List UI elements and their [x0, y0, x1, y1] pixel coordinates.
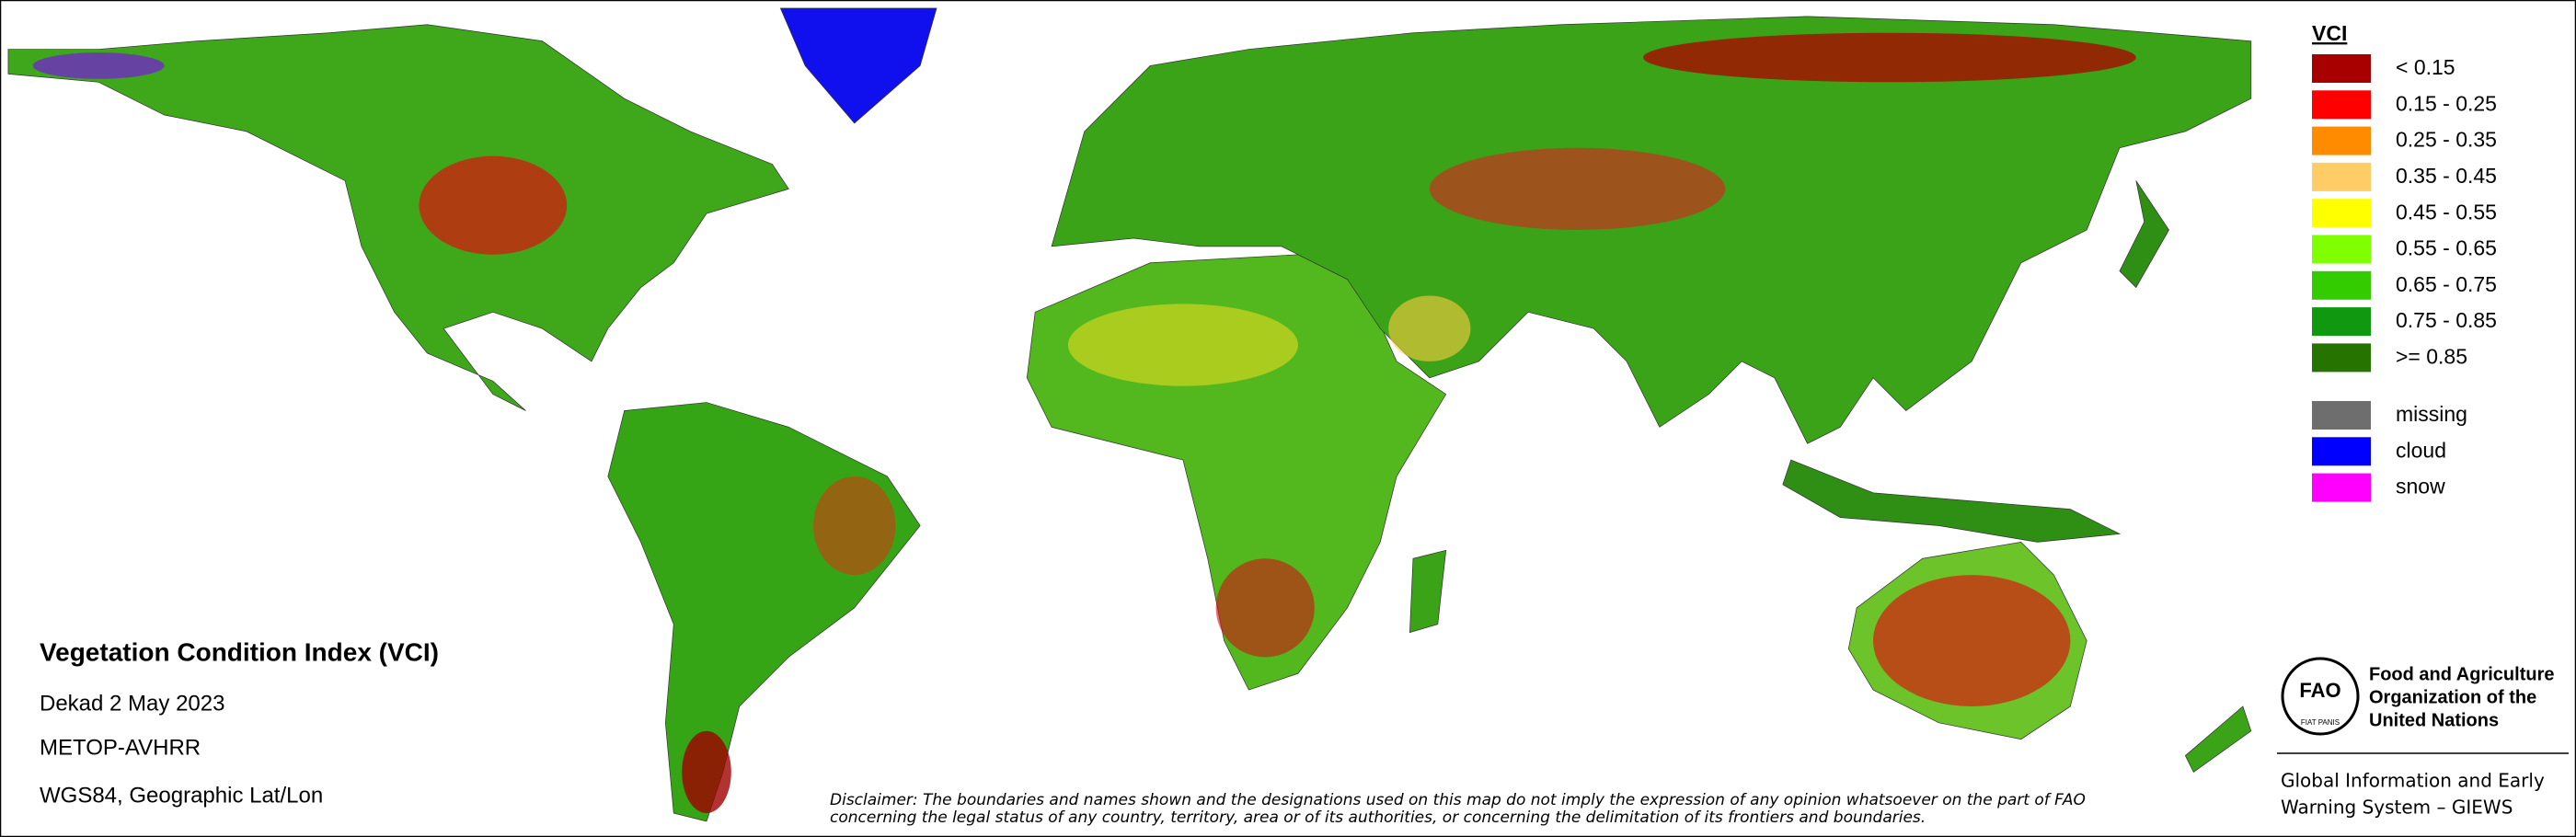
org-name: Organization of the — [2369, 687, 2536, 707]
logo-mark: FAO — [2299, 679, 2340, 702]
greenland — [779, 7, 937, 124]
legend-swatch — [2312, 401, 2371, 430]
logo-motto: FIAT PANIS — [2301, 718, 2340, 727]
madagascar — [1409, 549, 1447, 634]
legend-label: < 0.15 — [2396, 55, 2455, 79]
legend-swatch — [2312, 270, 2371, 300]
legend-swatch — [2312, 90, 2371, 120]
legend-swatch — [2312, 235, 2371, 264]
info-block: Vegetation Condition Index (VCI) Dekad 2… — [40, 637, 439, 808]
system-name: Global Information and Early — [2281, 770, 2545, 792]
legend-swatch — [2312, 473, 2371, 502]
logo-ring — [2281, 657, 2360, 736]
world-map — [7, 7, 2252, 822]
legend-label: 0.35 - 0.45 — [2396, 164, 2497, 188]
legend-label: 0.55 - 0.65 — [2396, 236, 2497, 260]
info-line: METOP-AVHRR — [40, 735, 201, 760]
disclaimer: Disclaimer: The boundaries and names sho… — [830, 791, 2086, 809]
legend-label: 0.15 - 0.25 — [2396, 91, 2497, 115]
patch — [1643, 32, 2136, 83]
legend-swatch — [2312, 54, 2371, 83]
org-name: Food and Agriculture — [2369, 664, 2554, 684]
patch — [1873, 575, 2071, 706]
legend-swatch — [2312, 437, 2371, 466]
org-name: United Nations — [2369, 710, 2499, 730]
legend-label: snow — [2396, 475, 2445, 499]
system-name: Warning System – GIEWS — [2281, 797, 2513, 819]
japan — [2119, 180, 2169, 289]
legend-label: missing — [2396, 402, 2467, 426]
north-america — [7, 24, 789, 411]
legend-label: 0.25 - 0.35 — [2396, 128, 2497, 152]
patch — [419, 155, 568, 255]
legend-title: VCI — [2312, 21, 2347, 45]
patch — [1388, 295, 1471, 361]
patch — [32, 52, 165, 79]
legend-label: 0.45 - 0.55 — [2396, 200, 2497, 224]
fao-logo: FAO FIAT PANIS Food and Agriculture Orga… — [2277, 657, 2569, 819]
legend-label: cloud — [2396, 438, 2446, 462]
patch — [1429, 147, 1726, 231]
indonesia — [1782, 459, 2122, 543]
drought-patches — [32, 32, 2136, 814]
patch — [682, 730, 731, 814]
legend-swatch — [2312, 126, 2371, 155]
info-line: WGS84, Geographic Lat/Lon — [40, 783, 323, 808]
new-zealand — [2184, 705, 2252, 773]
patch — [1215, 558, 1315, 658]
map-title: Vegetation Condition Index (VCI) — [40, 637, 439, 666]
legend-label: 0.65 - 0.75 — [2396, 272, 2497, 296]
legend-swatch — [2312, 162, 2371, 191]
legend-label: >= 0.85 — [2396, 344, 2467, 368]
info-line: Dekad 2 May 2023 — [40, 691, 224, 716]
legend: VCI < 0.15 0.15 - 0.25 0.25 - 0.35 0.35 - 0… — [2312, 21, 2497, 502]
legend-swatch — [2312, 343, 2371, 373]
disclaimer: concerning the legal status of any count… — [830, 808, 1926, 827]
patch — [813, 476, 896, 576]
patch — [1067, 304, 1298, 386]
legend-swatch — [2312, 307, 2371, 337]
legend-swatch — [2312, 199, 2371, 228]
legend-label: 0.75 - 0.85 — [2396, 308, 2497, 332]
